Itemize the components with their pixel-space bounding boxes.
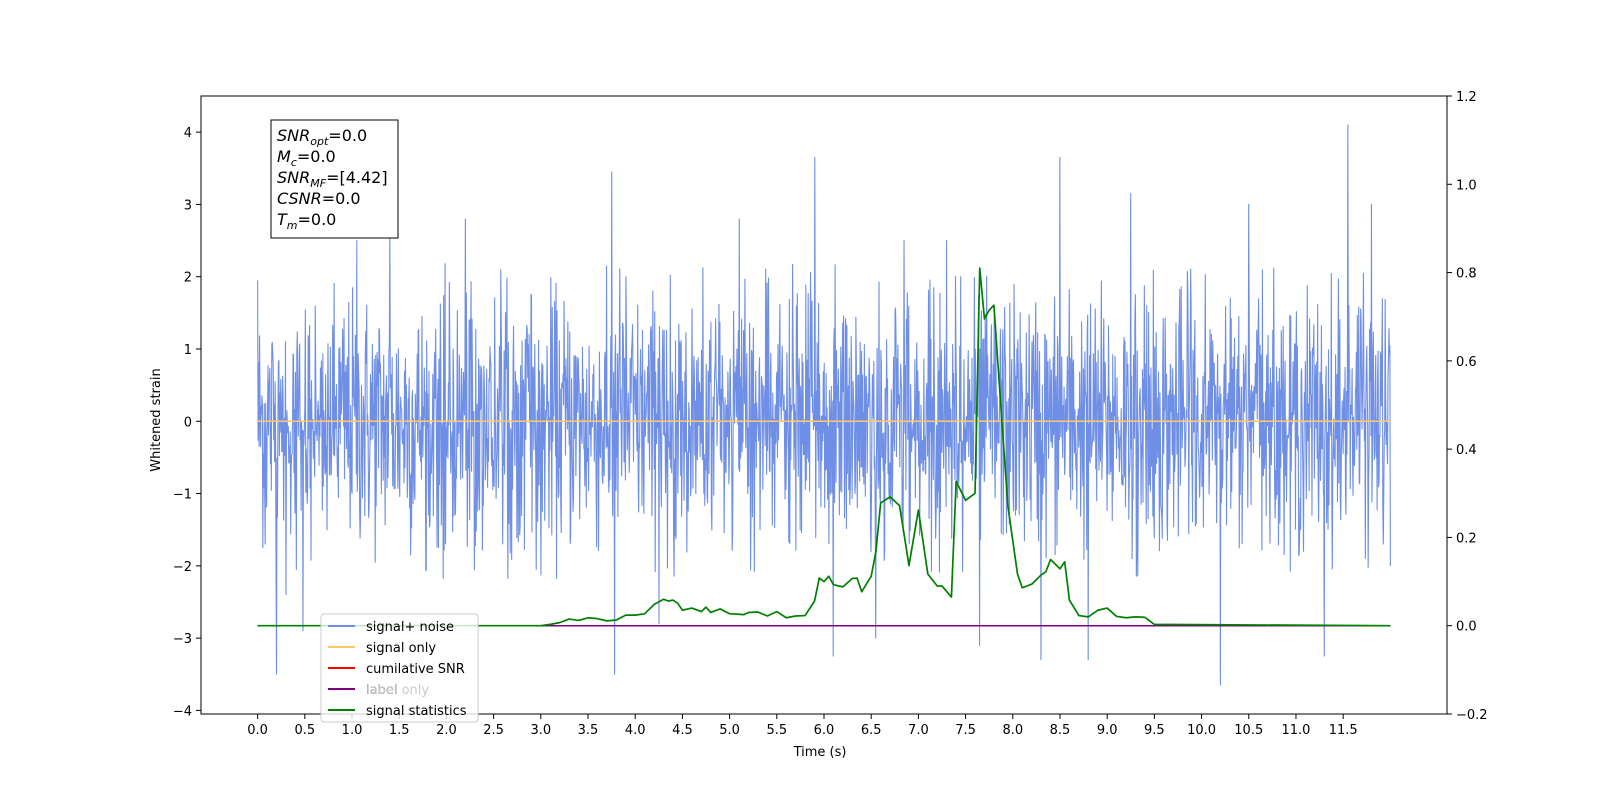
y-axis-right: 1.2 1.0 0.8 0.6 0.4 0.2 0.0 −0.2 — [1447, 90, 1488, 723]
stats-line-value: =0.0 — [298, 210, 337, 229]
y2-tick-label: −0.2 — [1456, 708, 1488, 723]
x-tick-label: 0.5 — [294, 723, 315, 738]
x-tick-label: 5.5 — [766, 723, 787, 738]
x-tick-label: 4.0 — [625, 723, 646, 738]
stats-line: Mc=0.0 — [277, 147, 336, 169]
stats-line: Tm=0.0 — [277, 210, 336, 232]
y-tick-label: 3 — [184, 198, 192, 213]
stats-line-value: =[4.42] — [326, 168, 388, 187]
y2-tick-label: 0.6 — [1456, 355, 1477, 370]
y2-tick-label: 1.2 — [1456, 90, 1477, 105]
y-tick-label: −1 — [173, 488, 192, 503]
x-tick-label: 8.5 — [1050, 723, 1071, 738]
x-tick-label: 7.0 — [908, 723, 929, 738]
x-tick-label: 1.5 — [389, 723, 410, 738]
stats-line: SNRopt=0.0 — [277, 126, 367, 148]
y-tick-label: −2 — [173, 560, 192, 575]
y-tick-label: 4 — [184, 126, 192, 141]
x-tick-label: 9.0 — [1097, 723, 1118, 738]
x-tick-label: 2.5 — [483, 723, 504, 738]
stats-line-name: T — [277, 210, 288, 229]
legend-label: signal+ noise — [366, 620, 454, 635]
y-axis-label: Whitened strain — [149, 368, 164, 471]
stats-line-subscript: c — [291, 156, 297, 169]
series-line-signal-statistics — [257, 267, 1391, 627]
x-tick-label: 4.5 — [672, 723, 693, 738]
legend-label-overlapped: label only — [366, 683, 429, 698]
x-tick-label: 9.5 — [1144, 723, 1165, 738]
y-tick-label: 0 — [184, 415, 192, 430]
stats-line-name: M — [277, 147, 291, 166]
x-tick-label: 11.0 — [1281, 723, 1310, 738]
stats-line-value: =0.0 — [297, 147, 336, 166]
x-tick-label: 7.5 — [955, 723, 976, 738]
legend-frame — [320, 613, 479, 723]
x-tick-label: 10.0 — [1187, 723, 1216, 738]
x-tick-label: 3.0 — [530, 723, 551, 738]
stats-line-subscript: MF — [310, 177, 326, 190]
legend: signal+ noise signal only cumilative SNR la… — [320, 613, 479, 723]
stats-line-subscript: opt — [310, 135, 329, 148]
stats-line-name: SNR — [277, 126, 310, 145]
x-tick-label: 3.5 — [578, 723, 599, 738]
x-tick-label: 2.0 — [436, 723, 457, 738]
y-axis-left: 4 3 2 1 0 −1 −2 −3 −4 — [173, 126, 201, 719]
x-tick-label: 1.0 — [342, 723, 363, 738]
y2-tick-label: 1.0 — [1456, 178, 1477, 193]
legend-label: signal only — [366, 641, 436, 656]
x-axis-label: Time (s) — [793, 745, 847, 760]
x-tick-label: 10.5 — [1234, 723, 1263, 738]
stats-line-name: SNR — [277, 168, 310, 187]
x-tick-label: 8.0 — [1002, 723, 1023, 738]
x-tick-label: 6.5 — [861, 723, 882, 738]
stats-line-value: =0.0 — [328, 126, 367, 145]
y2-tick-label: 0.4 — [1456, 443, 1477, 458]
legend-label: label — [366, 683, 397, 698]
x-axis: 0.0 0.5 1.0 1.5 2.0 2.5 3.0 3.5 4.0 4.5 5.0 5.5 6.0 6… — [247, 714, 1358, 738]
statistics-annotation-box: SNRopt=0.0Mc=0.0SNRMF=[4.42]CSNR=0.0Tm=0… — [270, 119, 399, 239]
stats-line: SNRMF=[4.42] — [277, 168, 388, 190]
x-tick-label: 0.0 — [247, 723, 268, 738]
y-tick-label: −4 — [173, 704, 192, 719]
y2-tick-label: 0.2 — [1456, 531, 1477, 546]
series-line-signal-plus-noise — [257, 124, 1391, 686]
stats-line-subscript: m — [287, 219, 298, 232]
legend-label: signal statistics — [366, 704, 467, 719]
legend-label: cumilative SNR — [366, 662, 465, 677]
y2-tick-label: 0.8 — [1456, 267, 1477, 282]
stats-line-value: =0.0 — [322, 189, 361, 208]
stats-line: CSNR=0.0 — [277, 189, 361, 208]
y-tick-label: −3 — [173, 632, 192, 647]
x-tick-label: 6.0 — [814, 723, 835, 738]
noise-series-layer — [257, 124, 1391, 686]
x-tick-label: 5.0 — [719, 723, 740, 738]
y-tick-label: 2 — [184, 271, 192, 286]
y-tick-label: 1 — [184, 343, 192, 358]
x-tick-label: 11.5 — [1329, 723, 1358, 738]
y2-tick-label: 0.0 — [1456, 620, 1477, 635]
stats-box-frame — [270, 119, 399, 239]
stats-line-name: CSNR — [277, 189, 322, 208]
